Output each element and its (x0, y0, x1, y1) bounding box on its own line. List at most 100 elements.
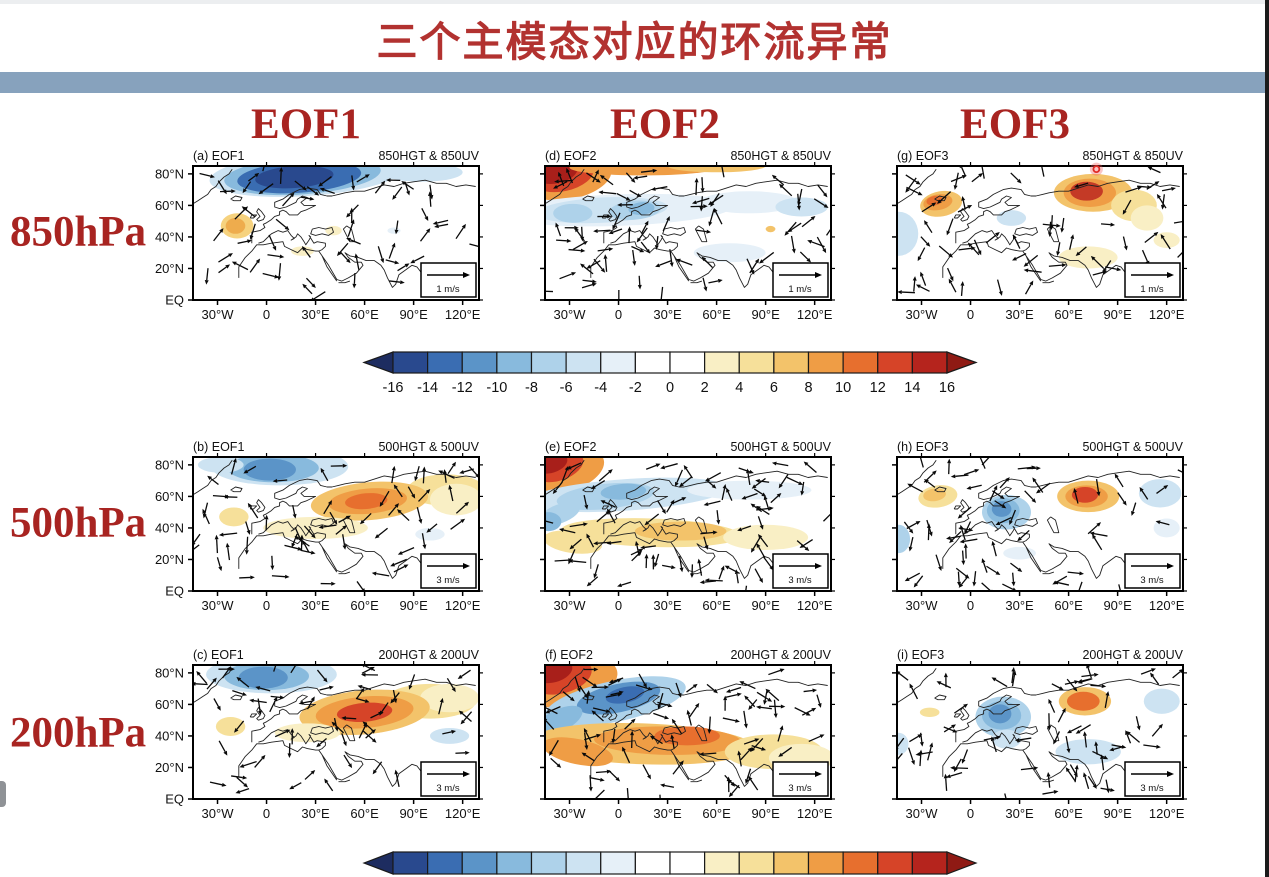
lon-tick-label: 120°E (797, 806, 833, 821)
lon-tick-label: 30°W (906, 307, 939, 322)
vector-scale-box: 3 m/s (420, 761, 477, 797)
lon-tick-label: 90°E (1103, 806, 1132, 821)
panel-field-label: 200HGT & 200UV (730, 648, 831, 662)
panel-corner-label: (c) EOF1 (193, 648, 244, 662)
lon-tick-label: 30°W (202, 307, 235, 322)
panel-field-label: 500HGT & 500UV (730, 440, 831, 454)
lat-tick-label: 60°N (155, 697, 184, 712)
lat-tick-label: 60°N (155, 489, 184, 504)
lon-tick-label: 30°W (554, 598, 587, 613)
svg-text:3 m/s: 3 m/s (788, 575, 811, 586)
lat-tick-label: 20°N (155, 760, 184, 775)
lon-tick-label: 30°E (1005, 806, 1034, 821)
lon-tick-label: 30°W (906, 806, 939, 821)
colorbar-tick-label: -4 (594, 380, 607, 396)
lon-tick-label: 120°E (1149, 806, 1185, 821)
colorbar-tick-label: -12 (452, 380, 473, 396)
svg-text:3 m/s: 3 m/s (1140, 575, 1163, 586)
lon-tick-label: 30°E (653, 806, 682, 821)
panel-field-label: 500HGT & 500UV (1082, 440, 1183, 454)
map-svg-h: 3 m/s (h) EOF3 500HGT & 500UV 30°W 0 30°E 60°E… (892, 440, 1187, 613)
colorbar-bottom (362, 851, 978, 875)
map-panel-a: 1 m/s (a) EOF1 850HGT & 850UV 30°W 0 30°E 60°E… (155, 149, 483, 322)
panel-corner-label: (e) EOF2 (545, 440, 596, 454)
lon-tick-label: 30°W (906, 598, 939, 613)
vector-scale-box: 3 m/s (1124, 553, 1181, 589)
lat-tick-label: 40°N (155, 229, 184, 244)
vector-scale-box: 3 m/s (772, 761, 829, 797)
lon-tick-label: 120°E (1149, 598, 1185, 613)
map-panel-b: 3 m/s (b) EOF1 500HGT & 500UV 30°W 0 30°E 60°E… (155, 440, 483, 613)
panel-corner-label: (i) EOF3 (897, 648, 944, 662)
lon-tick-label: 30°E (301, 806, 330, 821)
lon-tick-label: 60°E (350, 307, 379, 322)
panel-corner-label: (b) EOF1 (193, 440, 244, 454)
map-panel-d: 1 m/s (d) EOF2 850HGT & 850UV 30°W 0 30°E 60°E… (540, 149, 835, 322)
lon-tick-label: 90°E (1103, 307, 1132, 322)
colorbar-tick-label: 10 (835, 380, 851, 396)
map-panel-c: 3 m/s (c) EOF1 200HGT & 200UV 30°W 0 30°E 60°E… (155, 648, 483, 821)
colorbar-tick-label: -8 (525, 380, 538, 396)
panel-field-label: 500HGT & 500UV (378, 440, 479, 454)
map-svg-e: 3 m/s (e) EOF2 500HGT & 500UV 30°W 0 30°E 60°E… (540, 440, 835, 613)
divider-bar (0, 72, 1269, 93)
panel-field-label: 200HGT & 200UV (378, 648, 479, 662)
svg-text:1 m/s: 1 m/s (1140, 284, 1163, 295)
lon-tick-label: 30°E (1005, 307, 1034, 322)
lon-tick-label: 60°E (1054, 806, 1083, 821)
lon-tick-label: 60°E (702, 806, 731, 821)
lat-tick-label: 60°N (155, 198, 184, 213)
lon-tick-label: 120°E (797, 598, 833, 613)
svg-text:3 m/s: 3 m/s (1140, 783, 1163, 794)
lat-tick-label: 40°N (155, 728, 184, 743)
map-svg-b: 3 m/s (b) EOF1 500HGT & 500UV 30°W 0 30°E 60°E… (155, 440, 483, 613)
map-panel-i: 3 m/s (i) EOF3 200HGT & 200UV 30°W 0 30°E 60°E… (892, 648, 1187, 821)
lon-tick-label: 30°E (653, 307, 682, 322)
map-svg-a: 1 m/s (a) EOF1 850HGT & 850UV 30°W 0 30°E 60°E… (155, 149, 483, 322)
row-label-850hpa: 850hPa (10, 208, 147, 256)
lat-tick-label: EQ (165, 792, 184, 807)
lon-tick-label: 120°E (1149, 307, 1185, 322)
lon-tick-label: 30°W (554, 307, 587, 322)
panel-corner-label: (g) EOF3 (897, 149, 948, 163)
lon-tick-label: 30°W (202, 598, 235, 613)
vector-scale-box: 3 m/s (772, 553, 829, 589)
lon-tick-label: 30°E (301, 307, 330, 322)
lon-tick-label: 120°E (445, 598, 481, 613)
panel-field-label: 200HGT & 200UV (1082, 648, 1183, 662)
lon-tick-label: 0 (615, 806, 622, 821)
colorbar-tick-label: -2 (629, 380, 642, 396)
lon-tick-label: 60°E (1054, 307, 1083, 322)
lon-tick-label: 0 (967, 806, 974, 821)
lon-tick-label: 90°E (751, 598, 780, 613)
panel-field-label: 850HGT & 850UV (730, 149, 831, 163)
map-panel-f: 3 m/s (f) EOF2 200HGT & 200UV 30°W 0 30°E 60°E… (540, 648, 835, 821)
svg-text:1 m/s: 1 m/s (436, 284, 459, 295)
lon-tick-label: 0 (263, 307, 270, 322)
lon-tick-label: 30°W (202, 806, 235, 821)
lon-tick-label: 90°E (399, 598, 428, 613)
colorbar-tick-label: 6 (770, 380, 778, 396)
lon-tick-label: 90°E (751, 806, 780, 821)
colorbar-tick-label: 16 (939, 380, 955, 396)
svg-text:3 m/s: 3 m/s (788, 783, 811, 794)
sidebar-handle[interactable] (0, 781, 6, 807)
colorbar-tick-label: -14 (417, 380, 438, 396)
colorbar-tick-label: -16 (383, 380, 404, 396)
vector-scale-box: 1 m/s (420, 262, 477, 298)
colorbar-tick-label: 2 (701, 380, 709, 396)
vector-scale-box: 3 m/s (1124, 761, 1181, 797)
map-svg-g: 1 m/s (g) EOF3 850HGT & 850UV 30°W 0 30°E 60°E… (892, 149, 1187, 322)
lat-tick-label: 80°N (155, 457, 184, 472)
lon-tick-label: 60°E (1054, 598, 1083, 613)
vector-scale-box: 1 m/s (1124, 262, 1181, 298)
svg-text:3 m/s: 3 m/s (436, 783, 459, 794)
colorbar-tick-label: 8 (804, 380, 812, 396)
column-header-eof3: EOF3 (960, 101, 1070, 148)
map-svg-f: 3 m/s (f) EOF2 200HGT & 200UV 30°W 0 30°E 60°E… (540, 648, 835, 821)
lon-tick-label: 90°E (399, 806, 428, 821)
lon-tick-label: 90°E (751, 307, 780, 322)
colorbar-tick-label: -6 (560, 380, 573, 396)
lon-tick-label: 120°E (797, 307, 833, 322)
